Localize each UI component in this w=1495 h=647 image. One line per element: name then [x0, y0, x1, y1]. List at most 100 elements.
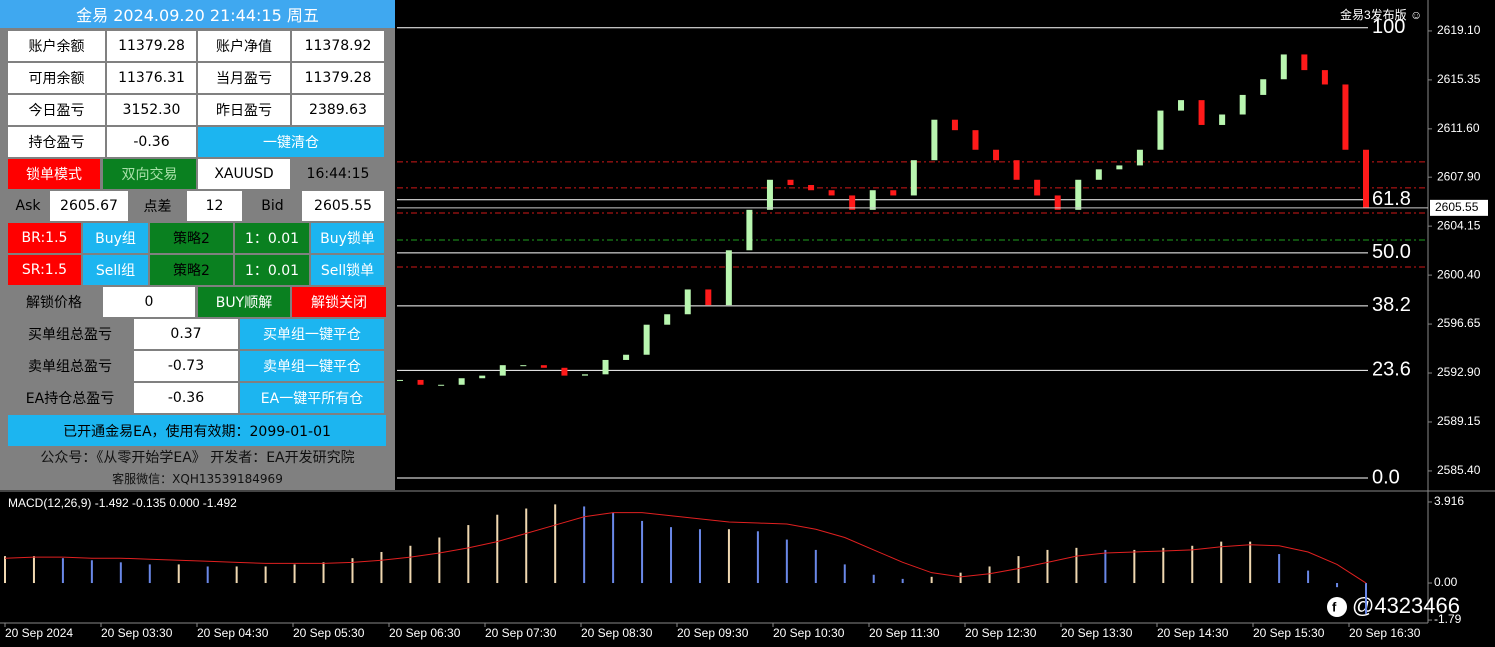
candle	[1280, 54, 1287, 80]
panel-cell: 卖单组总盈亏	[28, 359, 112, 375]
candle	[520, 365, 527, 367]
panel-button[interactable]: BR:1.5	[8, 223, 81, 253]
candle	[1054, 195, 1061, 210]
candle	[1301, 54, 1308, 71]
macd-bar	[670, 527, 673, 584]
candle	[1219, 114, 1226, 125]
macd-bar	[930, 576, 933, 584]
panel-button[interactable]: 双向交易	[103, 159, 196, 189]
panel-notice: 已开通金易EA，使用有效期：2099-01-01	[8, 415, 386, 446]
macd-bar	[409, 545, 412, 584]
candle	[664, 314, 671, 325]
macd-bar	[293, 564, 296, 584]
macd-bar	[525, 508, 528, 584]
macd-bar	[351, 558, 354, 584]
macd-bar	[698, 529, 701, 584]
panel-button[interactable]: EA一键平所有仓	[240, 383, 384, 413]
candle	[1321, 70, 1328, 85]
macd-signal	[4, 512, 1367, 584]
candle	[1178, 100, 1185, 111]
macd-bar	[496, 514, 499, 584]
y-tick-label: 2589.15	[1437, 414, 1481, 428]
macd-bar	[756, 531, 759, 584]
fib-label: 23.6	[1372, 359, 1411, 381]
macd-bar	[322, 562, 325, 584]
panel-button[interactable]: Buy锁单	[311, 223, 384, 253]
watermark: @4323466	[1352, 593, 1460, 618]
candle	[705, 289, 712, 306]
macd-bar	[32, 556, 35, 584]
candle	[1198, 100, 1205, 125]
panel-button[interactable]: 买单组一键平仓	[240, 319, 384, 349]
macd-bar	[177, 564, 180, 584]
panel-cell: 2389.63	[292, 95, 384, 125]
x-tick-label: 20 Sep 04:30	[197, 626, 269, 640]
candle	[849, 195, 856, 210]
panel-button[interactable]: Buy组	[83, 223, 148, 253]
panel-button[interactable]: BUY顺解	[198, 287, 290, 317]
y-tick-label: 2585.40	[1437, 463, 1481, 477]
x-tick-label: 20 Sep 16:30	[1349, 626, 1421, 640]
panel-cell: 0.37	[134, 319, 238, 349]
candle	[1013, 160, 1020, 180]
candle	[746, 209, 753, 251]
panel-button[interactable]: 锁单模式	[8, 159, 100, 189]
candle	[499, 365, 506, 376]
panel-button[interactable]: 1：0.01	[235, 223, 309, 253]
candle	[581, 374, 588, 376]
panel-cell: EA持仓总盈亏	[25, 391, 115, 407]
macd-bar	[61, 558, 64, 584]
macd-bar	[148, 564, 151, 584]
x-tick-label: 20 Sep 13:30	[1061, 626, 1133, 640]
macd-bar	[1220, 541, 1223, 584]
panel-cell: 今日盈亏	[8, 95, 105, 125]
x-tick-label: 20 Sep 11:30	[869, 626, 940, 640]
macd-bar	[1162, 547, 1165, 584]
candle	[1239, 94, 1246, 115]
candle	[458, 378, 465, 385]
panel-button[interactable]: 策略2	[150, 223, 233, 253]
panel-button[interactable]: 1：0.01	[235, 255, 309, 285]
brand: 金易3发布版 ☺	[1340, 7, 1422, 22]
macd-bar	[90, 560, 93, 584]
macd-label: MACD(12,26,9) -1.492 -0.135 0.000 -1.492	[8, 496, 237, 510]
candle	[1116, 165, 1123, 170]
panel-button[interactable]: 一键清仓	[198, 127, 384, 157]
candle	[561, 367, 568, 376]
panel-button[interactable]: Sell组	[83, 255, 148, 285]
panel-button[interactable]: 策略2	[150, 255, 233, 285]
panel-cell: -0.73	[134, 351, 238, 381]
panel-button[interactable]: Sell锁单	[311, 255, 384, 285]
candle	[931, 119, 938, 161]
fib-label: 61.8	[1372, 188, 1411, 210]
macd-tick-label: -1.79	[1434, 612, 1462, 626]
macd-bar	[843, 564, 846, 584]
y-tick-label: 2596.65	[1437, 316, 1481, 330]
panel-footer: 公众号：《从零开始学EA》 开发者：EA开发研究院	[40, 450, 355, 466]
macd-bar	[1017, 556, 1020, 584]
y-tick-label: 2615.35	[1437, 72, 1481, 86]
panel-cell: 11378.92	[292, 31, 384, 61]
current-price-box	[1430, 199, 1488, 216]
fib-label: 100	[1372, 16, 1405, 38]
panel-button[interactable]: 卖单组一键平仓	[240, 351, 384, 381]
panel-cell: 16:44:15	[306, 166, 370, 182]
macd-bar	[1104, 549, 1107, 584]
macd-bar	[1133, 549, 1136, 584]
macd-bar	[206, 566, 209, 584]
candle	[766, 179, 773, 210]
ea-panel: 金易 2024.09.20 21:44:15 周五 账户余额 11379.28 账户…	[0, 0, 395, 490]
y-tick-label: 2592.90	[1437, 365, 1481, 379]
y-tick-label: 2619.10	[1437, 23, 1481, 37]
panel-button[interactable]: SR:1.5	[8, 255, 81, 285]
y-tick-label: 2611.60	[1437, 121, 1480, 135]
panel-button[interactable]: 解锁关闭	[292, 287, 386, 317]
candle	[397, 379, 403, 381]
macd-bar	[1365, 583, 1367, 614]
macd-bar	[1278, 554, 1281, 584]
svg-text:f: f	[1332, 599, 1337, 614]
fib-label: 50.0	[1372, 241, 1411, 263]
macd-bar	[727, 529, 730, 584]
panel-cell: 账户净值	[198, 31, 290, 61]
